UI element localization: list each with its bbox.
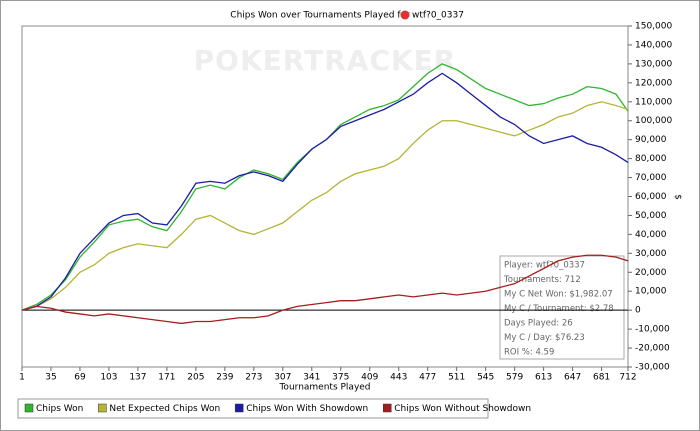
x-axis-label: Tournaments Played [278, 383, 370, 393]
tooltip-line: ROI %: 4.59 [504, 348, 554, 358]
tooltip-line: My C / Tournament: $2.78 [504, 304, 614, 314]
tooltip-box [499, 255, 625, 360]
x-tick-label: 273 [245, 373, 262, 383]
legend [17, 398, 489, 419]
x-tick-label: 341 [303, 373, 320, 383]
x-tick-label: 477 [419, 373, 436, 383]
chart-title: Chips Won over Tournaments Played for [230, 11, 410, 21]
x-tick-label: 69 [74, 373, 86, 383]
y-tick-label: 130,000 [635, 59, 672, 69]
y-tick-label: -20,000 [635, 344, 670, 354]
tooltip-line: Days Played: 26 [504, 319, 573, 329]
legend-swatch [234, 403, 244, 413]
x-tick-label: 511 [448, 373, 465, 383]
x-tick-label: 545 [477, 373, 494, 383]
x-tick-label: 712 [619, 373, 636, 383]
y-axis-label: $ [673, 194, 683, 200]
y-tick-label: 90,000 [635, 135, 667, 145]
tooltip-line: My C / Day: $76.23 [504, 333, 585, 343]
legend-label: Chips Won Without Showdown [394, 404, 531, 414]
legend-swatch [383, 403, 392, 413]
series-line [21, 72, 629, 311]
y-tick-label: 30,000 [635, 249, 667, 259]
y-tick-label: 80,000 [635, 154, 667, 164]
x-tick-label: 613 [535, 373, 552, 383]
y-tick-label: 10,000 [635, 287, 667, 297]
player-icon [400, 10, 410, 20]
x-tick-label: 443 [390, 373, 407, 383]
legend-label: Chips Won With Showdown [246, 404, 368, 414]
x-tick-label: 307 [274, 373, 291, 383]
x-tick-label: 647 [564, 373, 581, 383]
y-tick-label: 70,000 [635, 173, 667, 183]
x-tick-label: 103 [100, 373, 117, 383]
y-tick-label: 150,000 [635, 22, 672, 32]
x-tick-label: 239 [216, 373, 233, 383]
player-name: wtf?0_0337 [412, 11, 464, 21]
y-tick-label: -30,000 [635, 363, 670, 373]
tooltip: Player: wtf?0_0337 Tournaments: 712 My C N… [499, 255, 625, 360]
y-tick-label: 60,000 [635, 192, 667, 202]
x-tick-label: 409 [361, 373, 378, 383]
x-tick-label: 205 [187, 373, 204, 383]
y-tick-label: 110,000 [635, 97, 672, 107]
y-tick-label: 40,000 [635, 230, 667, 240]
tooltip-line: My C Net Won: $1,982.07 [504, 290, 613, 300]
y-tick-label: 140,000 [635, 40, 672, 50]
series-line [21, 254, 629, 325]
tooltip-line: Player: wtf?0_0337 [504, 261, 585, 271]
watermark: POKERTRACKER [194, 44, 457, 77]
legend-label: Chips Won [36, 404, 83, 414]
series-line [21, 101, 629, 311]
y-tick-label: 20,000 [635, 268, 667, 278]
x-tick-label: 1 [19, 373, 25, 383]
y-tick-label: 0 [635, 306, 641, 316]
legend-label: Net Expected Chips Won [109, 404, 220, 414]
legend-swatch [24, 403, 34, 413]
x-tick-label: 137 [129, 373, 146, 383]
x-tick-label: 375 [332, 373, 349, 383]
y-tick-label: 120,000 [635, 78, 672, 88]
x-tick-label: 681 [593, 373, 610, 383]
x-tick-label: 579 [506, 373, 523, 383]
x-tick-label: 35 [45, 373, 56, 383]
legend-swatch [98, 403, 107, 413]
y-tick-label: 100,000 [635, 116, 672, 126]
x-tick-label: 171 [158, 373, 175, 383]
y-tick-label: -10,000 [635, 325, 670, 335]
tooltip-line: Tournaments: 712 [503, 275, 581, 285]
y-tick-label: 50,000 [635, 211, 667, 221]
